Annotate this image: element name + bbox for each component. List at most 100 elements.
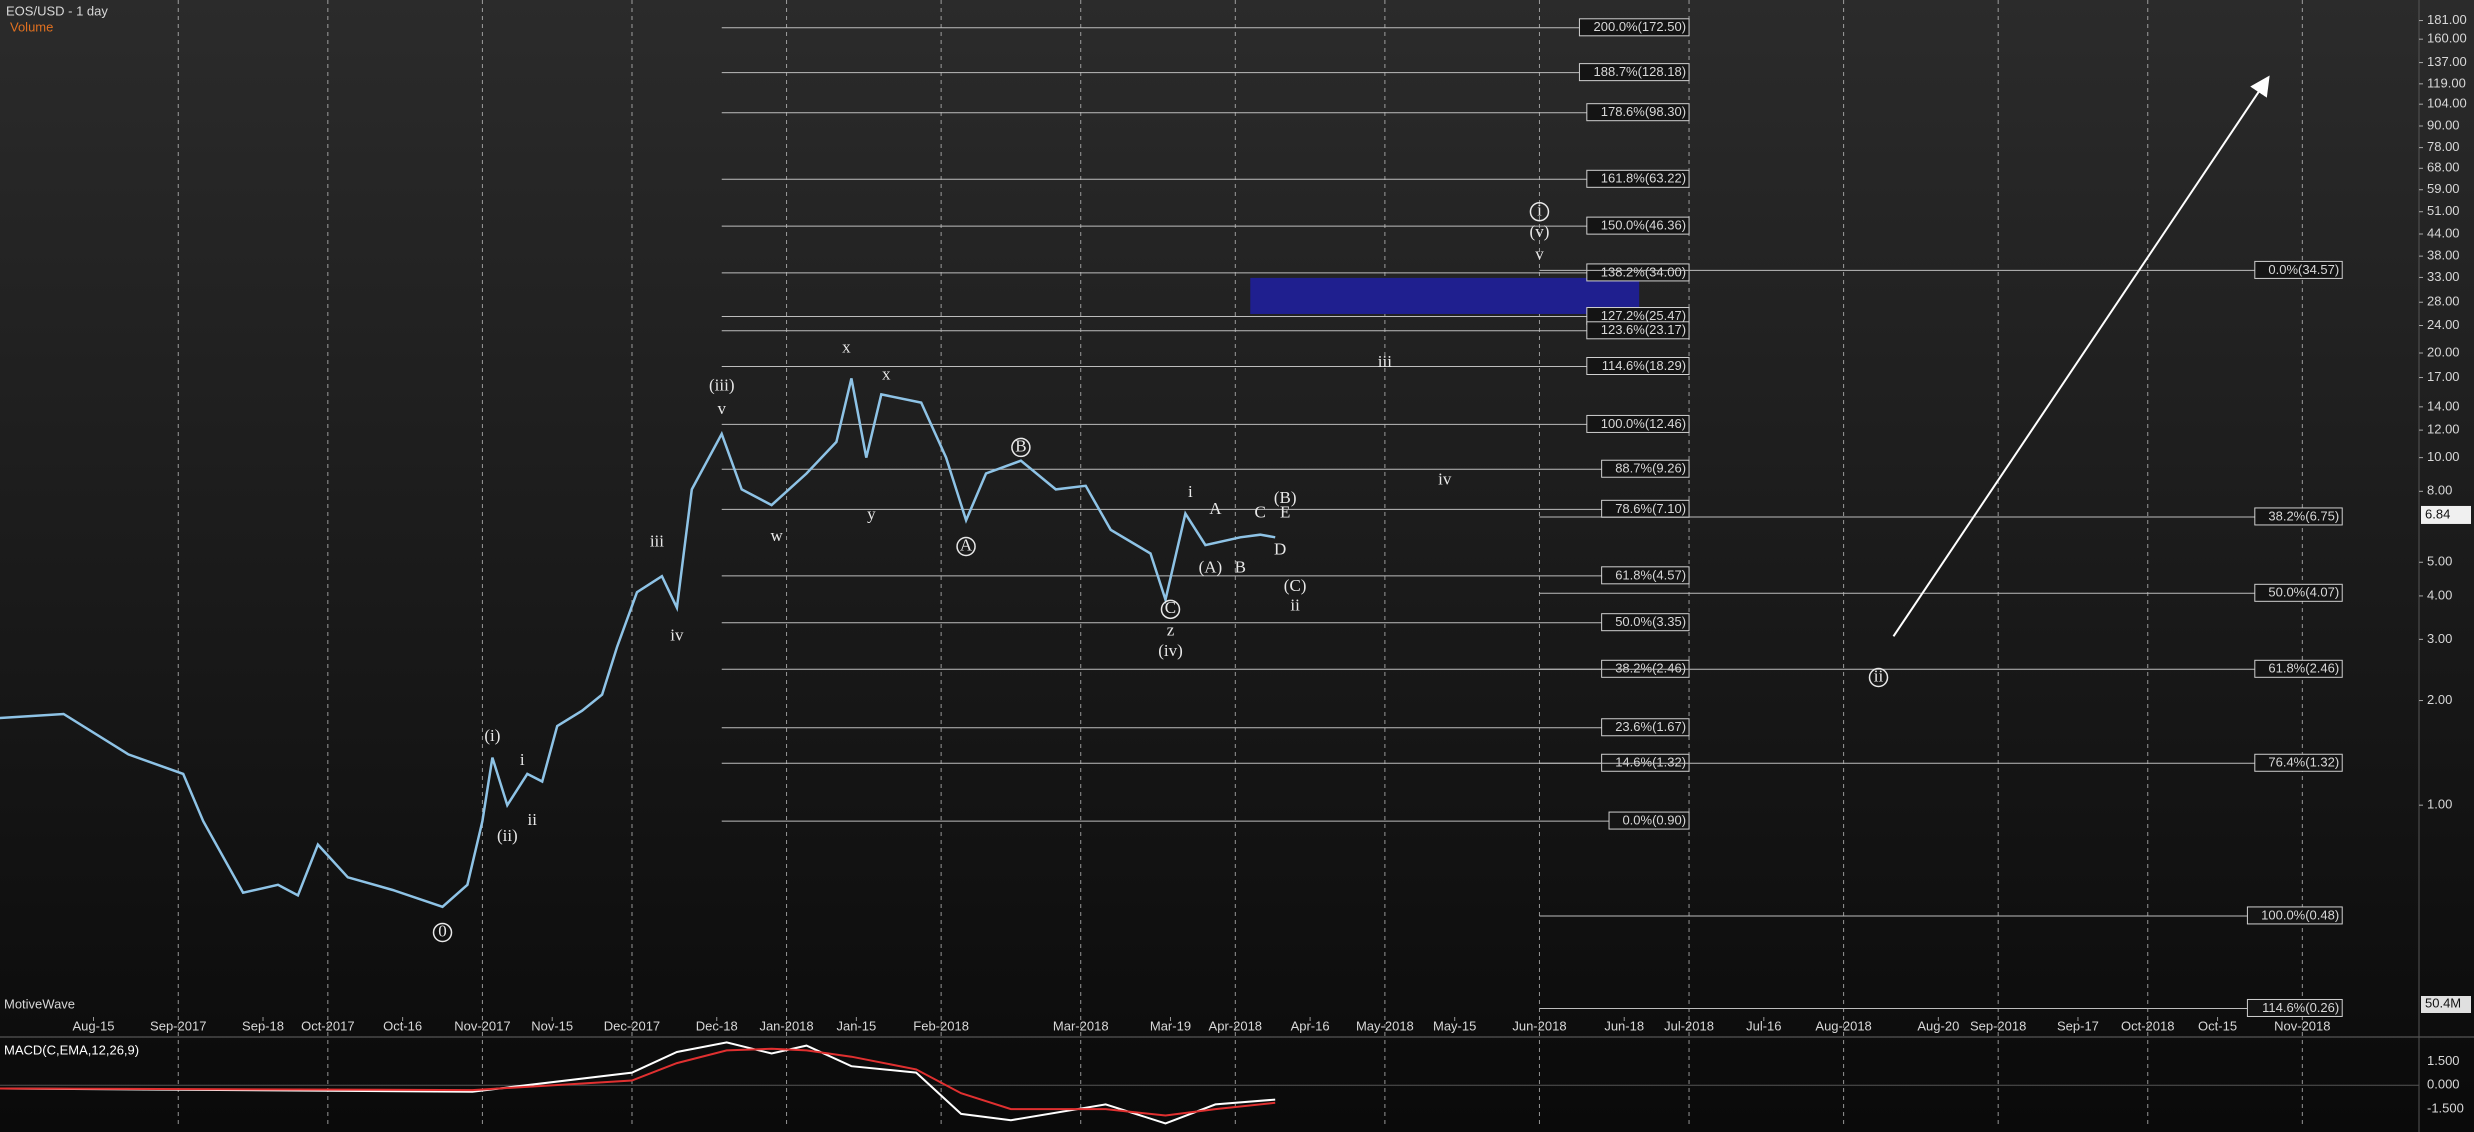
fib-label-box: [1586, 216, 1690, 235]
x-tick-label: Aug-2018: [1815, 1018, 1871, 1033]
wave-label: x: [842, 337, 851, 356]
wave-circle: [1160, 599, 1181, 620]
fib-label: 127.2%(25.47): [1601, 308, 1686, 323]
fib-label-box: [2254, 507, 2343, 526]
fib-label-box: [1586, 169, 1690, 188]
macd-tick-label: 0.000: [2427, 1077, 2460, 1092]
x-tick-label: Sep-2018: [1970, 1018, 2026, 1033]
fib-label: 50.0%(4.07): [2268, 585, 2339, 600]
wave-circle: [1011, 437, 1031, 458]
macd-title: MACD(C,EMA,12,26,9): [4, 1042, 139, 1057]
price-line: [0, 378, 1276, 909]
fib-label-box: [1601, 566, 1690, 585]
y-tick-label: 68.00: [2427, 160, 2460, 175]
wave-circle: [1529, 201, 1550, 222]
projection-arrow: [1892, 75, 2270, 637]
fib-label-box: [1601, 459, 1690, 478]
y-tick-label: 28.00: [2427, 294, 2460, 309]
fib-label: 38.2%(2.46): [1615, 661, 1686, 676]
fib-label-box: [1586, 357, 1690, 376]
wave-label: A: [1209, 499, 1222, 518]
x-tick-label: Aug-20: [1917, 1018, 1959, 1033]
watermark: MotiveWave: [4, 996, 75, 1011]
fib-label-box: [2254, 583, 2343, 602]
macd-tick-label: -1.500: [2427, 1101, 2464, 1116]
x-tick-label: Oct-2017: [301, 1018, 354, 1033]
x-tick-label: Sep-18: [242, 1018, 284, 1033]
fib-label: 50.0%(3.35): [1615, 614, 1686, 629]
wave-label: iv: [670, 625, 684, 644]
fib-label-box: [2254, 753, 2343, 772]
wave-label: A: [960, 535, 973, 554]
fib-label: 114.6%(0.26): [2262, 1000, 2339, 1015]
fib-label-box: [2254, 659, 2343, 678]
wave-label: i: [1188, 482, 1193, 501]
y-tick-label: 137.00: [2427, 54, 2467, 69]
wave-label: ii: [1874, 666, 1884, 685]
fib-label: 188.7%(128.18): [1594, 64, 1687, 79]
wave-label: x: [882, 365, 891, 384]
x-tick-label: Nov-2017: [454, 1018, 510, 1033]
wave-label: i: [520, 750, 525, 769]
wave-label: ii: [1290, 595, 1300, 614]
fib-label-box: [1586, 103, 1690, 122]
x-tick-label: Jul-2018: [1664, 1018, 1714, 1033]
x-tick-label: Mar-19: [1150, 1018, 1191, 1033]
fib-label: 78.6%(7.10): [1615, 501, 1686, 516]
x-tick-label: Jul-16: [1746, 1018, 1781, 1033]
volume-label: Volume: [10, 19, 53, 34]
wave-label: D: [1274, 540, 1286, 559]
wave-label: y: [867, 505, 876, 524]
y-tick-label: 38.00: [2427, 248, 2460, 263]
volume-axis-box: [2421, 996, 2471, 1013]
x-tick-label: Apr-16: [1291, 1018, 1330, 1033]
x-tick-label: Oct-15: [2198, 1018, 2237, 1033]
wave-label: (A): [1199, 557, 1223, 576]
wave-label: iv: [1438, 469, 1452, 488]
fib-label: 200.0%(172.50): [1594, 19, 1687, 34]
last-price-box: [2421, 505, 2471, 524]
wave-label: C: [1255, 503, 1266, 522]
fib-label: 0.0%(34.57): [2268, 262, 2339, 277]
y-tick-label: 104.00: [2427, 96, 2467, 111]
x-tick-label: Oct-2018: [2121, 1018, 2174, 1033]
y-tick-label: 14.00: [2427, 398, 2460, 413]
y-tick-label: 8.00: [2427, 483, 2452, 498]
volume-axis-label: 50.4M: [2425, 995, 2461, 1010]
x-tick-label: Apr-2018: [1209, 1018, 1262, 1033]
wave-label: (iii): [709, 376, 735, 395]
wave-label: E: [1280, 503, 1290, 522]
wave-label: v: [717, 399, 726, 418]
fib-label: 23.6%(1.67): [1615, 719, 1686, 734]
y-tick-label: 90.00: [2427, 117, 2460, 132]
fib-label: 114.6%(18.29): [1602, 358, 1686, 373]
y-tick-label: 33.00: [2427, 269, 2460, 284]
fib-label-box: [1578, 18, 1690, 37]
wave-circle: [432, 922, 453, 943]
wave-label: ii: [528, 810, 538, 829]
wave-circle: [956, 536, 976, 557]
fib-label-box: [2246, 998, 2343, 1017]
fib-label: 76.4%(1.32): [2268, 755, 2339, 770]
wave-label: iii: [1378, 352, 1392, 371]
wave-label: (ii): [497, 826, 518, 845]
wave-label: w: [770, 526, 783, 545]
fib-label-box: [2254, 260, 2343, 279]
y-tick-label: 59.00: [2427, 181, 2460, 196]
wave-label: iii: [650, 531, 664, 550]
y-tick-label: 119.00: [2427, 75, 2466, 90]
y-tick-label: 20.00: [2427, 344, 2460, 359]
fib-label-box: [1586, 263, 1690, 282]
fib-label: 38.2%(6.75): [2268, 508, 2339, 523]
target-zone: [1250, 277, 1640, 314]
x-tick-label: Sep-2017: [150, 1018, 206, 1033]
fib-label: 138.2%(34.00): [1601, 264, 1686, 279]
fib-label-box: [1601, 613, 1690, 632]
x-tick-label: Jun-18: [1604, 1018, 1644, 1033]
x-tick-label: Oct-16: [383, 1018, 422, 1033]
wave-label: v: [1535, 244, 1544, 263]
y-tick-label: 51.00: [2427, 203, 2460, 218]
fib-label-box: [1586, 414, 1690, 433]
x-tick-label: Mar-2018: [1053, 1018, 1109, 1033]
fib-label: 0.0%(0.90): [1622, 813, 1686, 828]
